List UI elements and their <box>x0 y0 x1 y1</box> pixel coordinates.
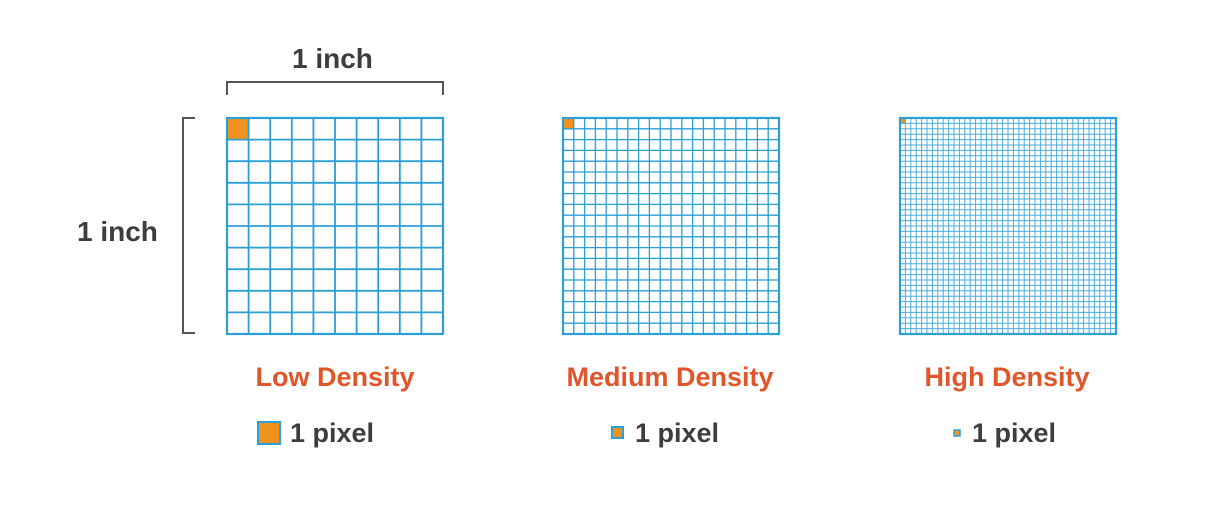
grid-lines-medium <box>563 118 779 334</box>
legend-label-high: 1 pixel <box>972 418 1057 448</box>
legend-label-low: 1 pixel <box>290 418 375 448</box>
width-label: 1 inch <box>292 43 373 74</box>
grid-border-high <box>898 116 1118 336</box>
highlighted-pixel-high <box>900 118 906 124</box>
panel-title-low: Low Density <box>255 362 415 392</box>
grid-border-medium <box>561 116 781 336</box>
highlighted-pixel-low <box>227 118 249 140</box>
grid-lines-high <box>900 118 1116 334</box>
pixel-swatch-low <box>257 421 281 445</box>
pixel-grid-low <box>225 116 445 336</box>
grid-lines-low <box>227 118 443 334</box>
panel-title-high: High Density <box>924 362 1090 392</box>
grid-border-low <box>225 116 445 336</box>
highlighted-pixel-medium <box>563 118 574 129</box>
pixel-grid-medium <box>561 116 781 336</box>
pixel-swatch-high <box>953 429 961 437</box>
pixel-swatch-medium <box>611 426 624 439</box>
width-bracket <box>226 81 444 95</box>
height-label: 1 inch <box>77 216 158 247</box>
height-bracket <box>182 117 195 334</box>
panel-title-medium: Medium Density <box>566 362 774 392</box>
pixel-grid-high <box>898 116 1118 336</box>
legend-label-medium: 1 pixel <box>635 418 720 448</box>
